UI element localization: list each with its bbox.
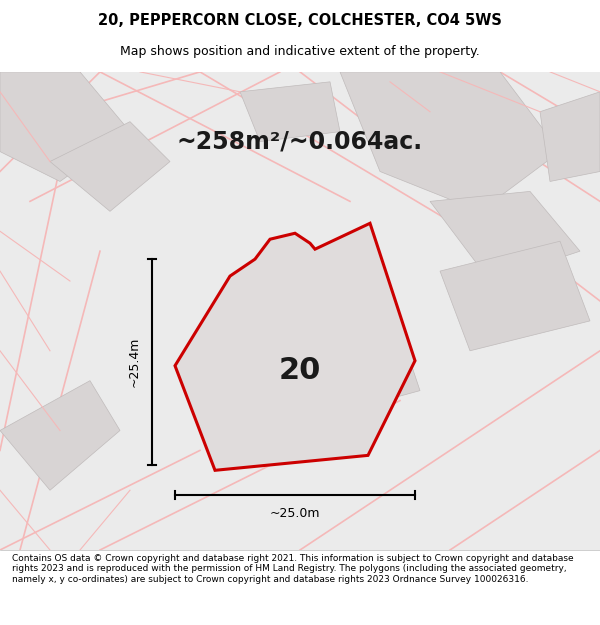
Polygon shape — [0, 381, 120, 490]
Polygon shape — [430, 191, 580, 281]
Polygon shape — [340, 72, 560, 211]
Polygon shape — [175, 223, 415, 470]
Text: 20, PEPPERCORN CLOSE, COLCHESTER, CO4 5WS: 20, PEPPERCORN CLOSE, COLCHESTER, CO4 5W… — [98, 12, 502, 28]
Text: ~258m²/~0.064ac.: ~258m²/~0.064ac. — [177, 129, 423, 154]
Polygon shape — [50, 122, 170, 211]
Polygon shape — [280, 331, 420, 421]
Text: ~25.0m: ~25.0m — [270, 507, 320, 519]
Polygon shape — [540, 92, 600, 181]
Text: Map shows position and indicative extent of the property.: Map shows position and indicative extent… — [120, 45, 480, 58]
Text: 20: 20 — [279, 356, 321, 385]
Text: ~25.4m: ~25.4m — [128, 337, 140, 388]
Polygon shape — [440, 241, 590, 351]
Polygon shape — [0, 72, 130, 181]
Text: Contains OS data © Crown copyright and database right 2021. This information is : Contains OS data © Crown copyright and d… — [12, 554, 574, 584]
Polygon shape — [240, 82, 340, 142]
